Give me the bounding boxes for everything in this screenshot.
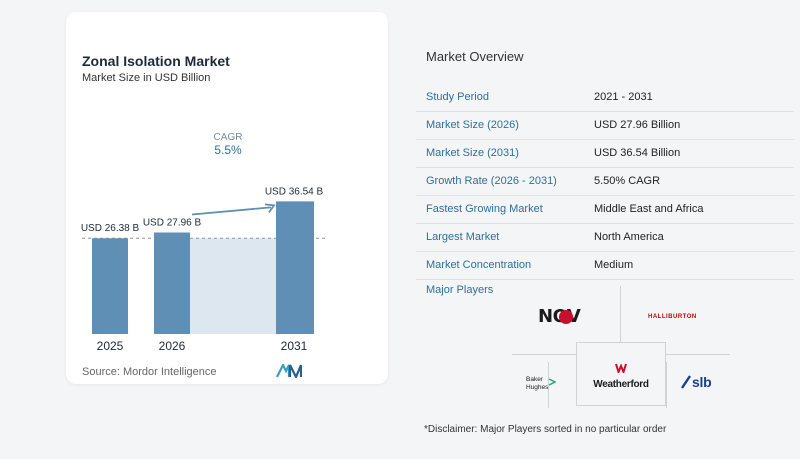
nov-logo: NOV xyxy=(538,306,581,327)
overview-value: 2021 - 2031 xyxy=(594,91,653,103)
baker-hughes-mark-icon xyxy=(548,378,556,386)
overview-key: Market Concentration xyxy=(426,259,532,271)
overview-table: Study Period 2021 - 2031 Market Size (2026… xyxy=(416,84,794,280)
baker-hughes-line-1: Baker xyxy=(526,376,543,383)
tick-label-2026: 2026 xyxy=(159,339,186,353)
grid-divider xyxy=(512,354,577,355)
overview-value: USD 36.54 Billion xyxy=(594,147,681,159)
tick-label-2025: 2025 xyxy=(97,339,124,353)
overview-key: Largest Market xyxy=(426,231,500,243)
data-label-2031: USD 36.54 B xyxy=(265,186,324,197)
overview-row: Market Size (2026) USD 27.96 Billion xyxy=(416,112,794,140)
overview-value: Middle East and Africa xyxy=(594,203,704,215)
nov-dot-icon xyxy=(559,310,573,324)
grid-divider xyxy=(620,286,621,342)
grid-divider xyxy=(666,362,667,408)
slb-logo-text: slb xyxy=(692,374,712,390)
weatherford-logo-text: Weatherford xyxy=(593,379,649,390)
weatherford-logo: Weatherford xyxy=(588,360,654,390)
overview-key: Study Period xyxy=(426,91,489,103)
cagr-arrow-head-icon xyxy=(264,203,276,213)
bar-2026 xyxy=(154,232,190,334)
weatherford-mark-icon xyxy=(615,363,627,375)
overview-title: Market Overview xyxy=(426,49,524,64)
disclaimer: *Disclaimer: Major Players sorted in no … xyxy=(424,424,667,435)
cagr-arrow xyxy=(191,206,272,216)
overview-row: Largest Market North America xyxy=(416,224,794,252)
overview-value: North America xyxy=(594,231,664,243)
growth-shade xyxy=(190,238,276,334)
overview-key: Fastest Growing Market xyxy=(426,203,543,215)
baker-hughes-logo: Baker Hughes xyxy=(526,376,556,392)
bar-2031 xyxy=(276,201,314,334)
overview-key: Market Size (2031) xyxy=(426,147,519,159)
grid-box xyxy=(576,342,666,406)
source-note: Source: Mordor Intelligence xyxy=(82,366,217,378)
overview-row: Market Concentration Medium xyxy=(416,252,794,280)
overview-row: Market Size (2031) USD 36.54 Billion xyxy=(416,140,794,168)
overview-value: Medium xyxy=(594,259,634,271)
grid-divider xyxy=(548,362,549,408)
tick-label-2031: 2031 xyxy=(281,339,308,353)
overview-key: Market Size (2026) xyxy=(426,119,519,131)
bar-chart: USD 26.38 B 2025 USD 27.96 B 2026 USD 36.54 … xyxy=(81,132,328,353)
baker-hughes-line-2: Hughes xyxy=(526,384,549,391)
cagr-value: 5.5% xyxy=(214,143,242,157)
data-label-2026: USD 27.96 B xyxy=(143,218,202,229)
overview-row: Study Period 2021 - 2031 xyxy=(416,84,794,112)
overview-row: Growth Rate (2026 - 2031) 5.50% CAGR xyxy=(416,168,794,196)
data-label-2025: USD 26.38 B xyxy=(81,223,140,234)
players-title: Major Players xyxy=(426,284,494,296)
chart-subtitle: Market Size in USD Billion xyxy=(82,72,211,84)
bar-2025 xyxy=(92,238,128,334)
overview-value: 5.50% CAGR xyxy=(594,175,661,187)
chart-title: Zonal Isolation Market xyxy=(82,53,230,69)
cagr-label: CAGR xyxy=(214,132,243,143)
mordor-logo-icon xyxy=(276,364,302,378)
overview-key: Growth Rate (2026 - 2031) xyxy=(426,175,557,187)
halliburton-logo: HALLIBURTON xyxy=(648,314,697,320)
overview-value: USD 27.96 Billion xyxy=(594,119,681,131)
overview-row: Fastest Growing Market Middle East and Af… xyxy=(416,196,794,224)
slb-mark-icon xyxy=(681,375,691,389)
grid-divider xyxy=(665,354,730,355)
